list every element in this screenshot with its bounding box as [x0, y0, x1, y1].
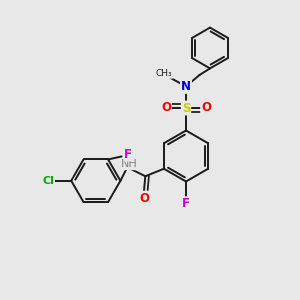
- Text: O: O: [161, 101, 171, 114]
- Text: O: O: [201, 101, 211, 114]
- Text: NH: NH: [120, 159, 137, 169]
- Text: O: O: [140, 192, 149, 205]
- Text: F: F: [182, 197, 190, 210]
- Text: CH₃: CH₃: [156, 69, 172, 78]
- Text: F: F: [124, 148, 132, 160]
- Text: N: N: [181, 80, 191, 93]
- Text: S: S: [182, 101, 190, 115]
- Text: Cl: Cl: [42, 176, 54, 186]
